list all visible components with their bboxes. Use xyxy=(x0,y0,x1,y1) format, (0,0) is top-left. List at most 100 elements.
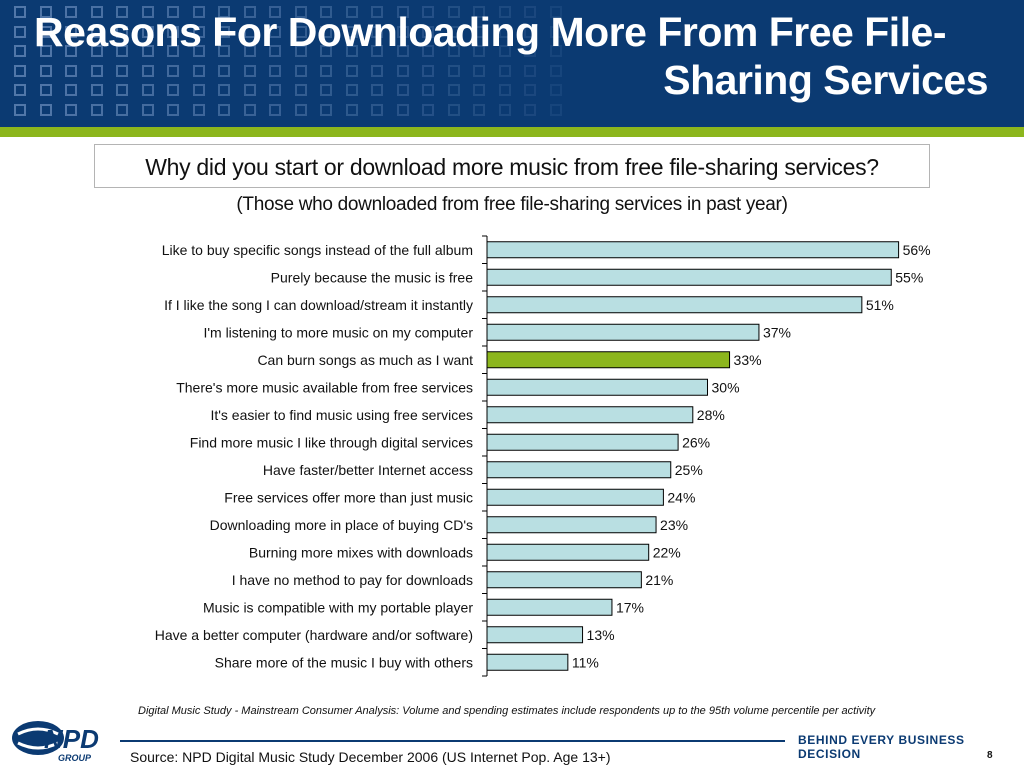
grid-square xyxy=(218,84,230,96)
grid-square xyxy=(320,25,332,38)
grid-square xyxy=(14,45,26,57)
decorative-grid-pattern xyxy=(14,6,574,124)
grid-square xyxy=(167,6,179,18)
grid-square xyxy=(320,103,332,116)
grid-square xyxy=(549,6,562,18)
grid-square xyxy=(371,64,383,77)
grid-square xyxy=(345,103,358,116)
category-label: If I like the song I can download/stream… xyxy=(164,297,473,313)
grid-square xyxy=(141,64,154,77)
grid-square xyxy=(447,45,460,57)
value-label: 28% xyxy=(697,407,725,423)
category-label: Share more of the music I buy with other… xyxy=(215,654,473,670)
grid-square xyxy=(141,45,154,57)
grid-square xyxy=(243,103,256,116)
grid-square xyxy=(243,64,256,77)
grid-square xyxy=(524,45,536,57)
grid-square xyxy=(269,45,281,57)
grid-square xyxy=(218,6,230,18)
grid-square xyxy=(549,64,562,77)
value-label: 33% xyxy=(734,352,762,368)
grid-square xyxy=(549,103,562,116)
category-label: Have a better computer (hardware and/or … xyxy=(155,627,473,643)
grid-square xyxy=(498,64,511,77)
grid-square xyxy=(371,103,383,116)
grid-square xyxy=(294,45,307,57)
grid-square xyxy=(218,64,230,77)
grid-square xyxy=(218,45,230,57)
grid-square xyxy=(192,25,205,38)
grid-square xyxy=(141,84,154,96)
bar xyxy=(486,543,650,561)
grid-square xyxy=(473,45,485,57)
grid-square xyxy=(269,6,281,18)
grid-square xyxy=(498,103,511,116)
grid-square xyxy=(269,64,281,77)
bar xyxy=(486,433,679,451)
grid-square xyxy=(371,25,383,38)
category-label: Find more music I like through digital s… xyxy=(190,434,473,450)
grid-square xyxy=(90,25,103,38)
grid-square xyxy=(422,6,434,18)
bar xyxy=(486,488,664,506)
grid-square xyxy=(345,6,358,18)
bar xyxy=(486,598,613,616)
grid-square xyxy=(90,45,103,57)
grid-square xyxy=(65,45,77,57)
bar xyxy=(486,406,694,424)
grid-square xyxy=(269,84,281,96)
grid-square xyxy=(192,45,205,57)
grid-square xyxy=(167,25,179,38)
grid-square xyxy=(447,6,460,18)
grid-square xyxy=(473,64,485,77)
bar xyxy=(486,653,569,671)
category-label: There's more music available from free s… xyxy=(176,379,473,395)
grid-square xyxy=(396,45,409,57)
grid-square xyxy=(447,25,460,38)
grid-square xyxy=(243,25,256,38)
grid-square xyxy=(473,84,485,96)
grid-square xyxy=(192,103,205,116)
grid-square xyxy=(14,6,26,18)
value-label: 30% xyxy=(712,379,740,395)
grid-square xyxy=(14,25,26,38)
value-label: 26% xyxy=(682,434,710,450)
grid-square xyxy=(294,25,307,38)
grid-square xyxy=(39,6,52,18)
category-label: It's easier to find music using free ser… xyxy=(210,407,473,423)
grid-square xyxy=(192,84,205,96)
grid-square xyxy=(447,103,460,116)
value-label: 56% xyxy=(903,242,931,258)
grid-square xyxy=(39,84,52,96)
category-label: Like to buy specific songs instead of th… xyxy=(162,242,473,258)
grid-square xyxy=(498,45,511,57)
grid-square xyxy=(167,84,179,96)
grid-square xyxy=(345,84,358,96)
grid-square xyxy=(269,103,281,116)
company-tagline: BEHIND EVERY BUSINESS DECISION xyxy=(798,733,965,761)
grid-square xyxy=(422,103,434,116)
value-label: 11% xyxy=(572,654,599,670)
grid-square xyxy=(65,103,77,116)
grid-square xyxy=(371,45,383,57)
grid-square xyxy=(320,6,332,18)
grid-square xyxy=(167,45,179,57)
grid-square xyxy=(39,45,52,57)
category-label: Free services offer more than just music xyxy=(224,489,473,505)
grid-square xyxy=(39,25,52,38)
value-label: 24% xyxy=(667,489,695,505)
header-accent-rule xyxy=(0,127,1024,137)
grid-square xyxy=(90,84,103,96)
grid-square xyxy=(218,103,230,116)
grid-square xyxy=(14,64,26,77)
grid-square xyxy=(549,25,562,38)
grid-square xyxy=(116,6,128,18)
grid-square xyxy=(116,45,128,57)
bar xyxy=(486,241,900,259)
logo-text: NPD xyxy=(44,724,99,754)
grid-square xyxy=(14,103,26,116)
grid-square xyxy=(116,103,128,116)
category-label: Purely because the music is free xyxy=(271,269,474,285)
bar xyxy=(486,516,657,534)
grid-square xyxy=(549,45,562,57)
